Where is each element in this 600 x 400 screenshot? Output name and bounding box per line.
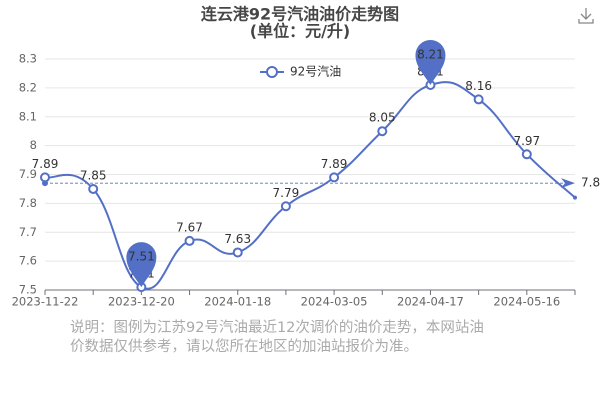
x-tick-label: 2024-04-17 [397, 295, 464, 309]
note-line: 价数据仅供参考，请以您所在地区的加油站报价为准。 [70, 338, 418, 355]
legend-symbol [266, 66, 278, 78]
y-tick-label: 8.1 [19, 109, 37, 123]
mark-pin-label: 7.51 [128, 250, 155, 264]
point [280, 201, 291, 212]
average-label: 7.87 [581, 176, 600, 190]
data-label: 7.97 [513, 134, 540, 148]
chart-subtitle: (单位：元/升) [250, 22, 350, 41]
x-tick-label: 2024-01-18 [204, 295, 271, 309]
data-label: 7.79 [273, 186, 300, 200]
point [329, 172, 340, 183]
download-icon[interactable] [578, 8, 594, 24]
mark-pin [415, 39, 446, 85]
legend-label: 92号汽油 [290, 64, 341, 79]
average-arrow [561, 178, 575, 189]
point [184, 235, 195, 246]
mark-pin-label: 8.21 [417, 47, 444, 61]
data-label: 7.85 [80, 168, 107, 182]
data-label: 7.63 [224, 232, 251, 246]
point [573, 195, 577, 200]
x-tick-label: 2024-03-05 [301, 295, 368, 309]
y-tick-label: 8.3 [19, 52, 37, 66]
x-tick-label: 2023-11-22 [12, 295, 79, 309]
mark-pin [126, 242, 157, 288]
download-glyph[interactable] [578, 8, 594, 24]
point [232, 247, 243, 258]
data-label: 7.89 [321, 157, 348, 171]
y-tick-label: 8.2 [19, 80, 37, 94]
y-tick-label: 7.6 [19, 254, 37, 268]
point [377, 126, 388, 137]
series-line [44, 81, 576, 290]
point [40, 172, 50, 183]
y-tick-label: 7.5 [19, 283, 37, 297]
point [521, 149, 532, 160]
y-tick-label: 8 [30, 138, 37, 152]
y-tick-label: 7.9 [19, 167, 37, 181]
y-tick-label: 7.8 [19, 196, 37, 210]
point [473, 94, 484, 105]
data-label: 8.16 [465, 79, 492, 93]
data-label: 7.67 [176, 220, 203, 234]
data-label: 7.89 [32, 157, 59, 171]
y-tick-label: 7.7 [19, 225, 37, 239]
x-tick-label: 2024-05-16 [493, 295, 560, 309]
x-tick-label: 2023-12-20 [108, 295, 175, 309]
data-label: 8.05 [369, 111, 396, 125]
chart-title: 连云港92号汽油油价走势图 [201, 5, 399, 24]
point [88, 183, 99, 194]
note-line: 说明：图例为江苏92号汽油最近12次调价的油价走势，本网站油 [70, 319, 484, 336]
